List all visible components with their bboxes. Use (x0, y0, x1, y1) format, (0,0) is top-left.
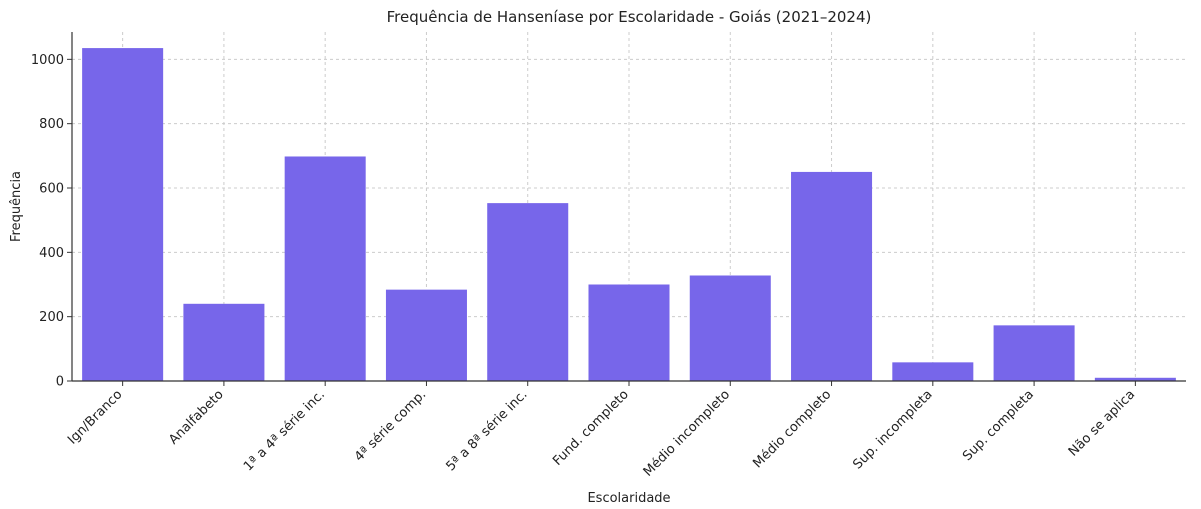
bar (689, 275, 771, 381)
x-tick-label: Ign/Branco (65, 387, 125, 447)
bar (993, 325, 1075, 381)
x-tick-label: 4ª série comp. (352, 387, 429, 464)
x-tick-label: Médio completo (750, 387, 834, 471)
y-axis-title: Frequência (9, 171, 24, 242)
x-tick-label: 1ª a 4ª série inc. (241, 387, 328, 474)
x-tick-label: Sup. completa (960, 387, 1037, 464)
chart-title: Frequência de Hanseníase por Escolaridad… (387, 8, 872, 26)
y-tick-label: 200 (39, 310, 64, 325)
bar (791, 171, 873, 381)
bar (1094, 377, 1176, 381)
x-tick-label: Médio incompleto (641, 387, 733, 479)
y-tick-label: 1000 (31, 53, 64, 68)
bar (385, 289, 467, 381)
y-tick-label: 600 (39, 182, 64, 197)
x-tick-label: Fund. completo (550, 387, 632, 469)
bar (892, 362, 974, 381)
x-tick-label: Sup. incompleta (850, 387, 935, 472)
x-tick-label: Não se aplica (1066, 387, 1138, 459)
x-tick-label: Analfabeto (166, 387, 227, 448)
bar (487, 203, 569, 381)
bar (588, 284, 670, 381)
y-ticks: 0 200 400 600 800 1000 (31, 53, 72, 390)
bar (82, 48, 164, 382)
bar (183, 303, 265, 381)
x-axis-title: Escolaridade (587, 491, 670, 506)
x-tick-label: 5ª a 8ª série inc. (443, 387, 530, 474)
y-tick-label: 800 (39, 117, 64, 132)
bar (284, 156, 366, 381)
bars (82, 48, 1176, 382)
y-tick-label: 400 (39, 246, 64, 261)
x-ticks: Ign/Branco Analfabeto 1ª a 4ª série inc. 4ª… (65, 381, 1138, 480)
y-tick-label: 0 (56, 375, 64, 390)
